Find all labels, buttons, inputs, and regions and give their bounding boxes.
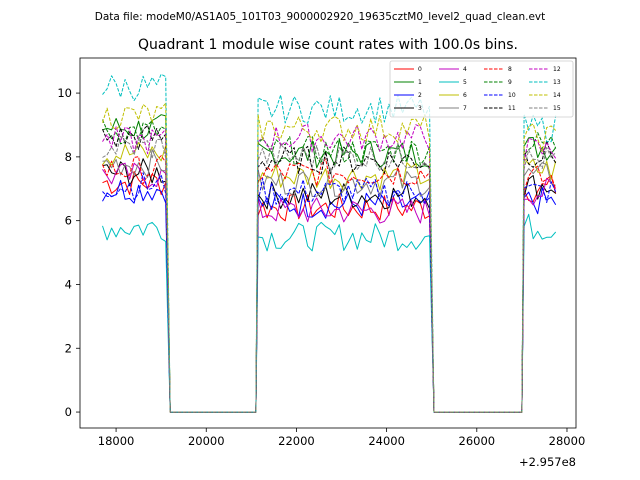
series-line-13 (102, 73, 557, 413)
y-tick-label: 10 (57, 86, 72, 100)
x-offset-label: +2.957e8 (519, 455, 576, 469)
legend-label-6: 6 (463, 92, 467, 99)
chart-title: Quadrant 1 module wise count rates with … (138, 37, 518, 53)
legend-label-8: 8 (508, 66, 512, 73)
series-layer (102, 73, 557, 413)
y-tick-label: 4 (65, 277, 72, 291)
series-line-8 (102, 155, 557, 413)
chart-suptitle: Data file: modeM0/AS1A05_101T03_90000029… (95, 11, 546, 23)
legend-label-15: 15 (553, 105, 561, 112)
legend-label-10: 10 (508, 92, 516, 99)
x-tick-label: 24000 (368, 434, 405, 448)
legend-label-4: 4 (463, 66, 467, 73)
series-line-1 (102, 114, 557, 413)
legend-label-0: 0 (418, 66, 422, 73)
series-line-2 (102, 179, 557, 413)
x-tick-label: 18000 (98, 434, 135, 448)
legend-box (389, 60, 574, 118)
y-tick-label: 2 (65, 341, 72, 355)
series-line-9 (102, 119, 557, 413)
series-line-6 (102, 142, 557, 413)
series-line-12 (102, 123, 557, 413)
series-line-10 (102, 172, 557, 413)
series-line-7 (102, 149, 556, 413)
x-tick-label: 20000 (188, 434, 225, 448)
y-tick-label: 6 (65, 214, 72, 228)
series-line-4 (102, 162, 557, 413)
legend-label-9: 9 (508, 79, 512, 86)
x-tick-label: 26000 (459, 434, 496, 448)
series-line-3 (102, 158, 556, 413)
series-line-14 (102, 102, 557, 413)
legend-label-13: 13 (553, 79, 561, 86)
legend-label-7: 7 (463, 105, 467, 112)
legend-label-3: 3 (418, 105, 422, 112)
legend-label-1: 1 (418, 79, 422, 86)
legend-label-2: 2 (418, 92, 422, 99)
axes-frame (79, 57, 577, 429)
x-tick-label: 28000 (549, 434, 586, 448)
y-tick-label: 0 (65, 405, 72, 419)
series-line-15 (102, 135, 557, 413)
legend-label-12: 12 (553, 66, 561, 73)
series-line-5 (102, 213, 557, 413)
y-tick-label: 8 (65, 150, 72, 164)
legend-label-14: 14 (553, 92, 561, 99)
legend-label-5: 5 (463, 79, 467, 86)
legend-label-11: 11 (508, 105, 516, 112)
ticks-layer: 18000 20000 22000 24000 26000 28000 0 2 4 6 8 10 (57, 86, 585, 448)
x-tick-label: 22000 (278, 434, 315, 448)
